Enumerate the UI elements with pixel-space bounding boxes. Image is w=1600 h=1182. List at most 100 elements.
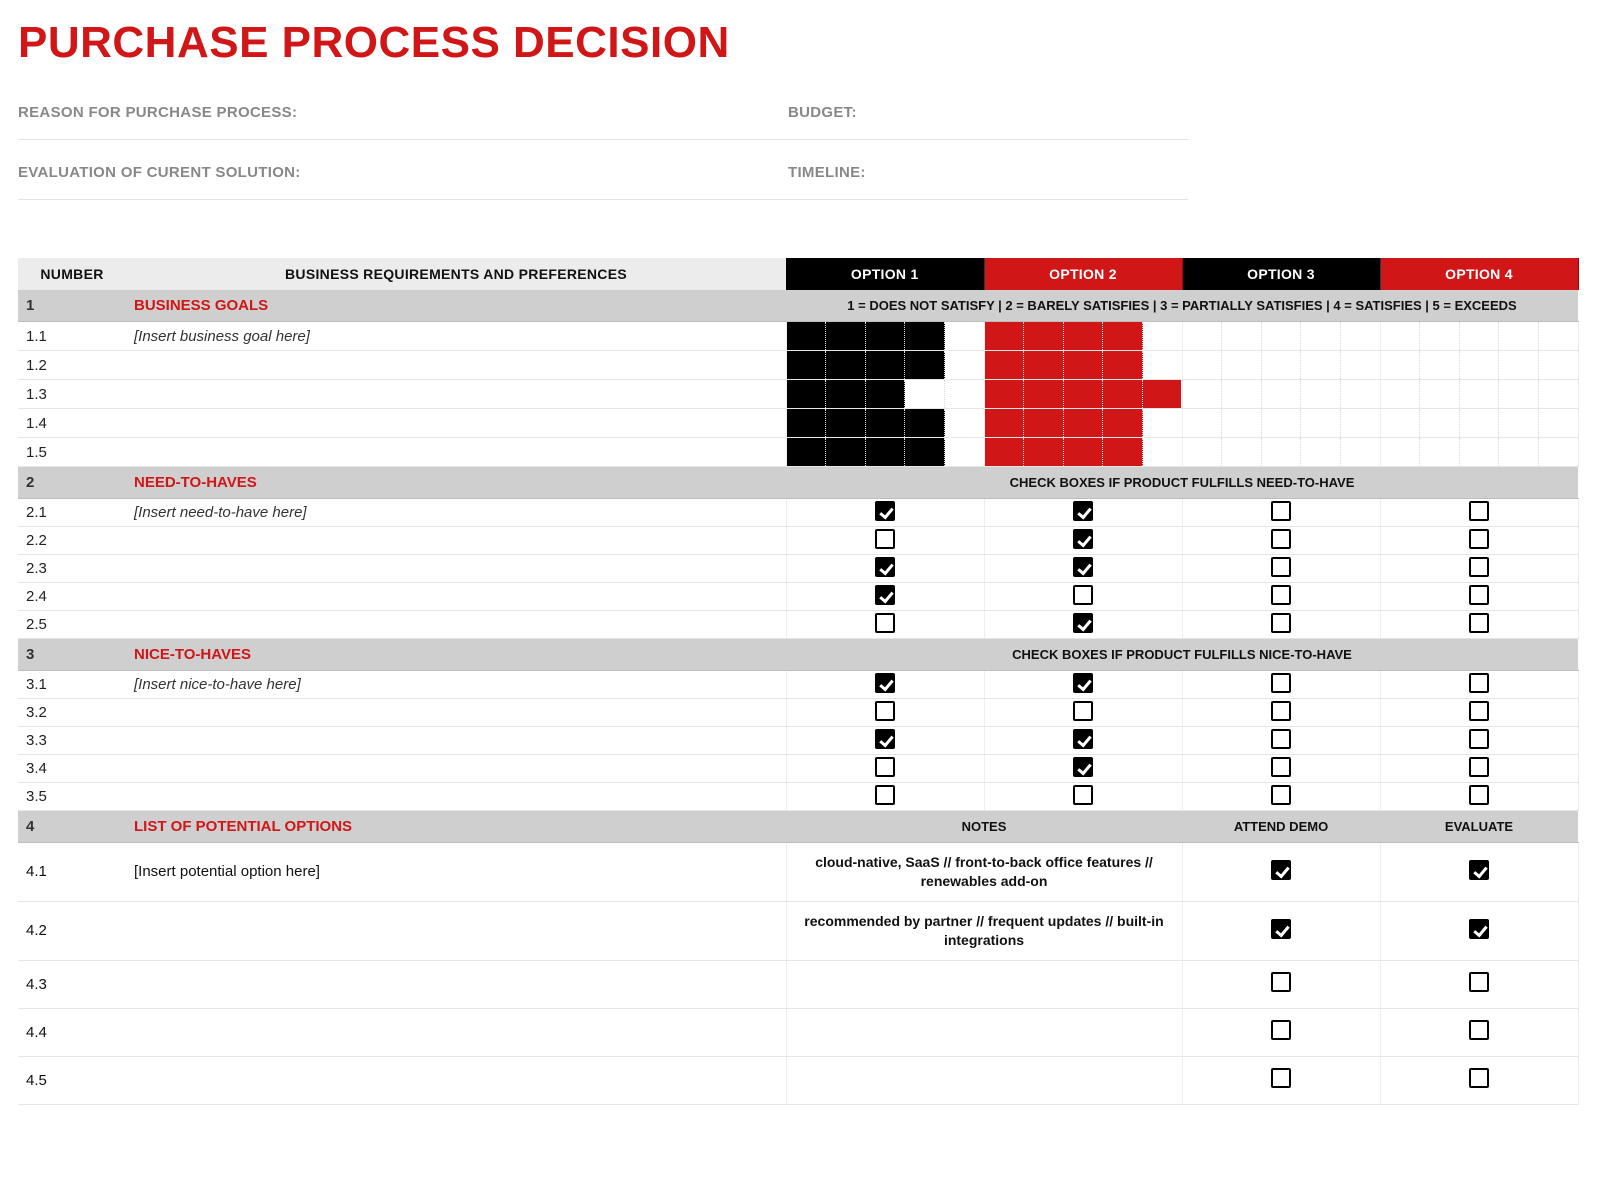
rating-cell[interactable] — [1380, 351, 1578, 380]
rating-cell[interactable] — [984, 351, 1182, 380]
rating-cell[interactable] — [786, 438, 984, 467]
checkbox-cell[interactable] — [786, 699, 984, 727]
requirement-label[interactable] — [126, 409, 786, 438]
checkbox-icon[interactable] — [1073, 729, 1093, 749]
rating-cell[interactable] — [1182, 438, 1380, 467]
checkbox-icon[interactable] — [875, 613, 895, 633]
checkbox-cell[interactable] — [786, 583, 984, 611]
option-label[interactable] — [126, 960, 786, 1008]
checkbox-icon[interactable] — [1469, 557, 1489, 577]
checkbox-icon[interactable] — [1073, 585, 1093, 605]
requirement-label[interactable]: [Insert nice-to-have here] — [126, 671, 786, 699]
checkbox-icon[interactable] — [1073, 785, 1093, 805]
option-label[interactable] — [126, 901, 786, 960]
checkbox-icon[interactable] — [1469, 529, 1489, 549]
checkbox-icon[interactable] — [1073, 501, 1093, 521]
rating-cell[interactable] — [1380, 438, 1578, 467]
checkbox-icon[interactable] — [1469, 972, 1489, 992]
checkbox-cell[interactable] — [786, 671, 984, 699]
requirement-label[interactable] — [126, 527, 786, 555]
checkbox-icon[interactable] — [1469, 1020, 1489, 1040]
checkbox-cell[interactable] — [1182, 699, 1380, 727]
checkbox-cell[interactable] — [1380, 727, 1578, 755]
rating-cell[interactable] — [1182, 322, 1380, 351]
rating-cell[interactable] — [984, 322, 1182, 351]
option-label[interactable] — [126, 1056, 786, 1104]
checkbox-cell[interactable] — [1182, 783, 1380, 811]
rating-cell[interactable] — [786, 409, 984, 438]
requirement-label[interactable] — [126, 583, 786, 611]
attend-demo-checkbox[interactable] — [1182, 1008, 1380, 1056]
checkbox-icon[interactable] — [1271, 701, 1291, 721]
evaluate-checkbox[interactable] — [1380, 843, 1578, 902]
checkbox-icon[interactable] — [1469, 785, 1489, 805]
rating-cell[interactable] — [786, 351, 984, 380]
checkbox-icon[interactable] — [1073, 529, 1093, 549]
checkbox-cell[interactable] — [1380, 611, 1578, 639]
rating-cell[interactable] — [984, 409, 1182, 438]
checkbox-cell[interactable] — [1380, 527, 1578, 555]
option-label[interactable]: [Insert potential option here] — [126, 843, 786, 902]
requirement-label[interactable] — [126, 783, 786, 811]
attend-demo-checkbox[interactable] — [1182, 843, 1380, 902]
notes-cell[interactable] — [786, 1056, 1182, 1104]
checkbox-cell[interactable] — [786, 527, 984, 555]
checkbox-icon[interactable] — [875, 585, 895, 605]
checkbox-icon[interactable] — [1469, 860, 1489, 880]
checkbox-icon[interactable] — [1073, 673, 1093, 693]
checkbox-icon[interactable] — [1271, 673, 1291, 693]
checkbox-icon[interactable] — [1469, 585, 1489, 605]
checkbox-cell[interactable] — [786, 783, 984, 811]
checkbox-cell[interactable] — [786, 555, 984, 583]
rating-cell[interactable] — [1182, 380, 1380, 409]
checkbox-icon[interactable] — [1271, 785, 1291, 805]
checkbox-cell[interactable] — [1380, 499, 1578, 527]
checkbox-icon[interactable] — [1469, 613, 1489, 633]
requirement-label[interactable] — [126, 755, 786, 783]
checkbox-cell[interactable] — [1182, 611, 1380, 639]
notes-cell[interactable]: cloud-native, SaaS // front-to-back offi… — [786, 843, 1182, 902]
checkbox-icon[interactable] — [1469, 673, 1489, 693]
checkbox-cell[interactable] — [984, 527, 1182, 555]
rating-cell[interactable] — [1380, 409, 1578, 438]
checkbox-cell[interactable] — [1182, 527, 1380, 555]
checkbox-icon[interactable] — [1271, 919, 1291, 939]
checkbox-icon[interactable] — [875, 557, 895, 577]
rating-cell[interactable] — [984, 380, 1182, 409]
requirement-label[interactable] — [126, 555, 786, 583]
notes-cell[interactable] — [786, 1008, 1182, 1056]
checkbox-cell[interactable] — [1182, 583, 1380, 611]
rating-cell[interactable] — [786, 380, 984, 409]
checkbox-icon[interactable] — [1073, 701, 1093, 721]
checkbox-cell[interactable] — [984, 611, 1182, 639]
rating-cell[interactable] — [1380, 322, 1578, 351]
requirement-label[interactable] — [126, 380, 786, 409]
requirement-label[interactable] — [126, 727, 786, 755]
rating-cell[interactable] — [984, 438, 1182, 467]
checkbox-cell[interactable] — [1380, 755, 1578, 783]
requirement-label[interactable] — [126, 611, 786, 639]
checkbox-cell[interactable] — [786, 499, 984, 527]
checkbox-cell[interactable] — [984, 499, 1182, 527]
checkbox-icon[interactable] — [1073, 757, 1093, 777]
checkbox-icon[interactable] — [875, 757, 895, 777]
checkbox-icon[interactable] — [1073, 613, 1093, 633]
checkbox-cell[interactable] — [984, 671, 1182, 699]
rating-cell[interactable] — [1182, 409, 1380, 438]
checkbox-icon[interactable] — [1271, 501, 1291, 521]
checkbox-cell[interactable] — [984, 583, 1182, 611]
rating-cell[interactable] — [1380, 380, 1578, 409]
checkbox-cell[interactable] — [1380, 783, 1578, 811]
checkbox-cell[interactable] — [1380, 671, 1578, 699]
rating-cell[interactable] — [1182, 351, 1380, 380]
checkbox-icon[interactable] — [1271, 529, 1291, 549]
checkbox-icon[interactable] — [875, 529, 895, 549]
checkbox-icon[interactable] — [1271, 729, 1291, 749]
checkbox-cell[interactable] — [1182, 755, 1380, 783]
requirement-label[interactable]: [Insert need-to-have here] — [126, 499, 786, 527]
attend-demo-checkbox[interactable] — [1182, 1056, 1380, 1104]
requirement-label[interactable] — [126, 438, 786, 467]
checkbox-icon[interactable] — [875, 673, 895, 693]
checkbox-icon[interactable] — [1469, 1068, 1489, 1088]
evaluate-checkbox[interactable] — [1380, 1056, 1578, 1104]
